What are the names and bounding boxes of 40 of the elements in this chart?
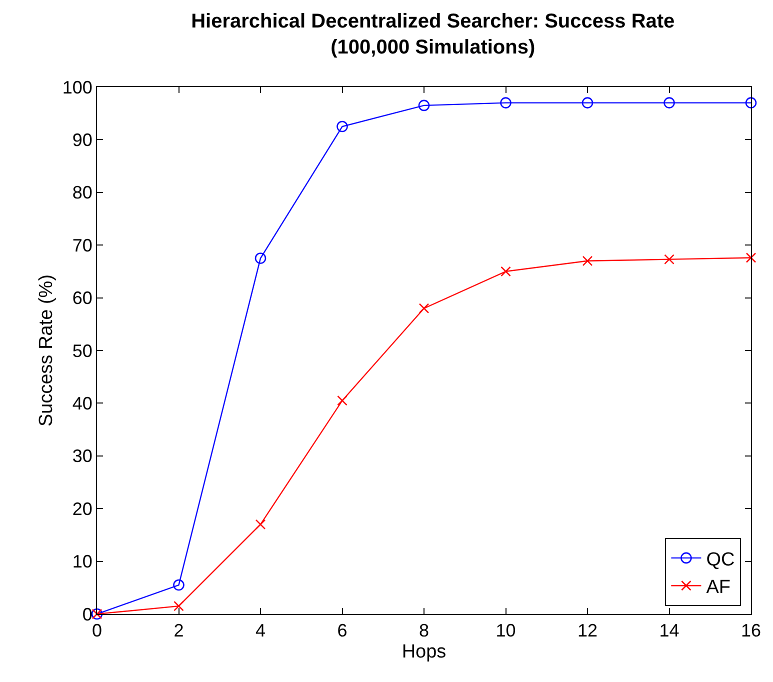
y-tick-label: 50 (72, 340, 92, 361)
point (664, 97, 675, 108)
y-axis-title: Success Rate (%) (36, 274, 58, 427)
y-tick-label: 80 (72, 182, 92, 203)
y-tick-label: 30 (72, 446, 92, 466)
y-tick-label: 100 (62, 77, 92, 98)
point (746, 252, 756, 263)
point (500, 266, 511, 277)
point (664, 254, 674, 264)
x-tick-label: 10 (496, 620, 516, 641)
y-tick-label: 10 (72, 552, 92, 572)
point (745, 97, 757, 108)
x-tick-label: 2 (174, 620, 184, 641)
y-tick-label: 70 (72, 235, 92, 256)
x-tick-label: 4 (255, 620, 266, 641)
point (255, 519, 266, 530)
chart-title: Hierarchical Decentralized Searcher: Success Rate (100,000 Simulations) (191, 10, 675, 58)
y-tick-label: 60 (72, 288, 92, 308)
point (173, 579, 184, 591)
y-tick-label: 90 (72, 130, 92, 150)
y-tick-label: 20 (72, 498, 92, 519)
x-tick-label: 6 (337, 620, 348, 641)
x-axis-title: Hops (402, 641, 446, 662)
y-tick-label: 40 (72, 394, 92, 414)
legend-label: QC (706, 549, 735, 570)
point (418, 303, 430, 314)
x-tick-label: 12 (577, 620, 598, 641)
point (337, 395, 348, 406)
point (174, 600, 184, 612)
point (254, 252, 266, 264)
point (582, 97, 594, 108)
x-tick-label: 14 (659, 620, 680, 641)
legend-label: AF (706, 577, 730, 598)
point (582, 256, 593, 266)
y-tick-label: 0 (82, 604, 92, 624)
x-tick-label: 8 (418, 620, 430, 641)
point (500, 97, 512, 108)
x-tick-label: 16 (740, 620, 762, 641)
point (336, 120, 348, 132)
point (418, 100, 430, 112)
